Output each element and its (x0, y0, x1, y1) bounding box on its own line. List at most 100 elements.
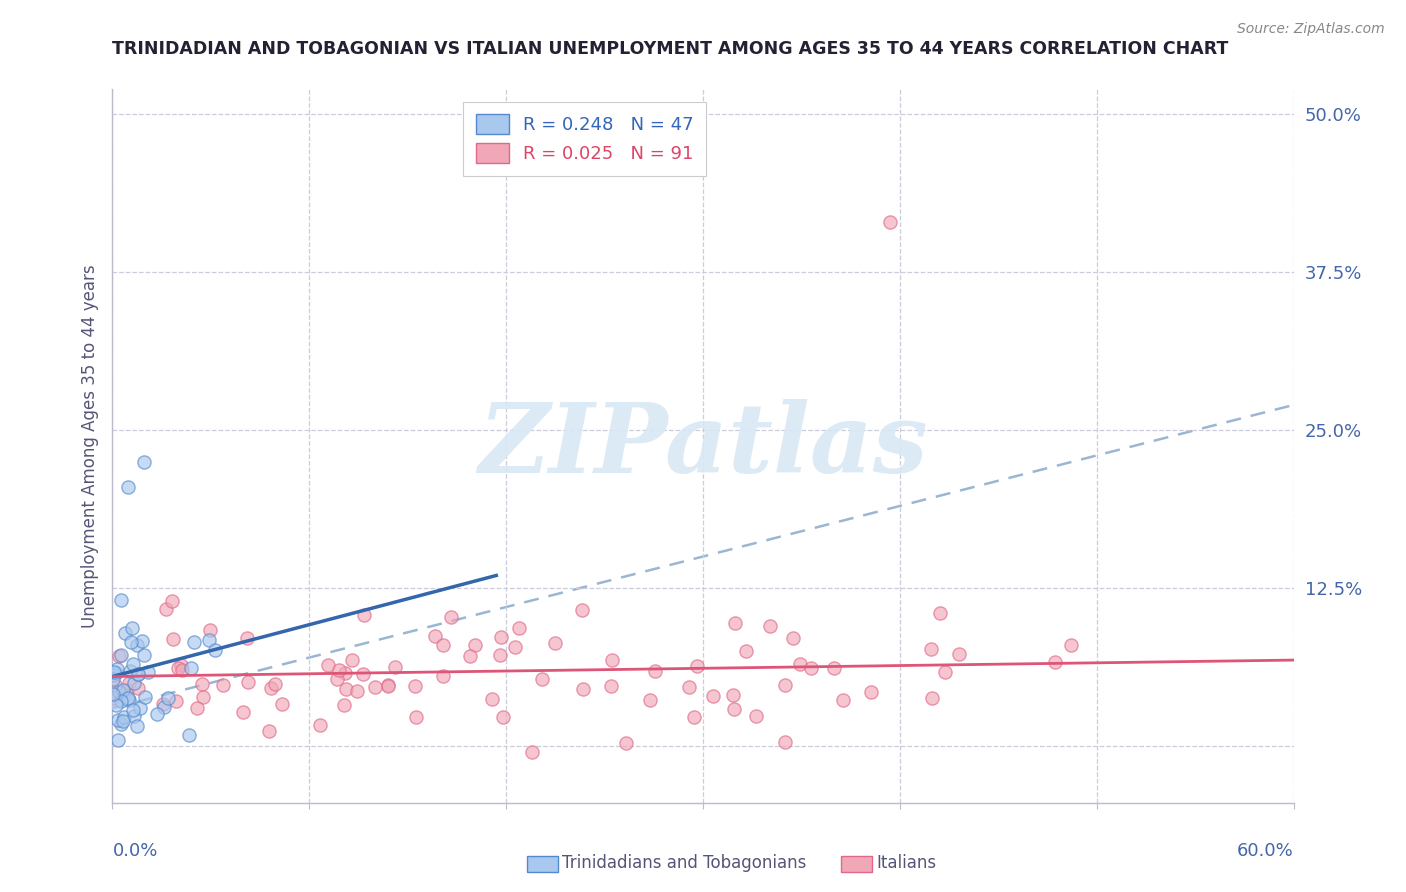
Point (759, 618, 782, 632)
Text: Trinidadians and Tobagonians: Trinidadians and Tobagonians (562, 855, 807, 872)
Point (132, 648, 155, 663)
Point (127, 719, 149, 733)
Point (678, 680, 700, 694)
Point (489, 630, 512, 644)
Point (186, 700, 208, 714)
Point (110, 593, 132, 607)
Point (132, 455, 155, 469)
Point (104, 698, 127, 712)
Point (170, 663, 193, 677)
Point (110, 648, 132, 663)
Point (377, 678, 399, 692)
Point (131, 634, 153, 648)
Point (264, 677, 287, 691)
Point (101, 668, 124, 682)
Point (734, 644, 756, 658)
Text: ZIPatlas: ZIPatlas (478, 399, 928, 493)
Point (104, 678, 127, 692)
Point (127, 666, 149, 681)
Point (352, 667, 374, 681)
Point (193, 690, 215, 704)
Point (107, 662, 129, 676)
Text: Italians: Italians (876, 855, 936, 872)
Y-axis label: Unemployment Among Ages 35 to 44 years: Unemployment Among Ages 35 to 44 years (80, 264, 98, 628)
Point (600, 653, 623, 667)
Point (335, 681, 357, 696)
Point (183, 635, 205, 649)
Point (155, 602, 177, 616)
Point (377, 679, 399, 693)
Point (644, 664, 666, 678)
Text: 60.0%: 60.0% (1237, 842, 1294, 860)
Point (112, 683, 135, 698)
Point (948, 647, 970, 661)
Point (823, 660, 845, 674)
Point (259, 681, 281, 696)
Point (492, 710, 515, 724)
Point (104, 666, 127, 681)
Point (162, 632, 184, 646)
Point (934, 665, 956, 679)
Point (782, 632, 804, 646)
Point (108, 685, 131, 699)
Point (543, 636, 565, 650)
Point (121, 703, 143, 717)
Point (101, 691, 124, 706)
Point (127, 667, 149, 681)
Point (166, 661, 188, 675)
Point (121, 657, 143, 671)
Point (165, 694, 187, 708)
Point (127, 681, 149, 695)
Point (503, 640, 526, 654)
Point (270, 698, 292, 712)
Point (103, 672, 125, 686)
Point (571, 603, 593, 617)
Point (384, 660, 406, 674)
Point (921, 691, 943, 706)
Point (198, 632, 221, 647)
Point (800, 661, 823, 675)
Point (101, 687, 124, 701)
Point (744, 709, 766, 723)
Point (405, 710, 427, 724)
Point (204, 643, 226, 657)
Point (789, 657, 811, 672)
Text: TRINIDADIAN AND TOBAGONIAN VS ITALIAN UNEMPLOYMENT AMONG AGES 35 TO 44 YEARS COR: TRINIDADIAN AND TOBAGONIAN VS ITALIAN UN… (112, 40, 1229, 58)
Point (110, 694, 132, 708)
Point (122, 708, 145, 723)
Point (198, 623, 221, 637)
Point (111, 714, 134, 728)
Point (440, 609, 463, 624)
Point (702, 689, 724, 703)
Point (191, 676, 214, 690)
Point (920, 642, 942, 657)
Point (107, 713, 129, 727)
Point (120, 664, 142, 678)
Point (340, 653, 363, 667)
Point (333, 698, 356, 712)
Point (118, 675, 141, 690)
Point (775, 735, 797, 749)
Point (211, 678, 233, 692)
Point (112, 710, 135, 724)
Point (110, 716, 132, 731)
Point (153, 700, 176, 714)
Point (686, 658, 709, 673)
Point (236, 674, 259, 689)
Point (179, 728, 201, 742)
Point (404, 679, 426, 693)
Point (614, 736, 637, 750)
Point (929, 606, 952, 620)
Point (236, 631, 259, 645)
Point (107, 648, 129, 663)
Point (335, 665, 357, 680)
Point (117, 691, 139, 706)
Point (879, 215, 901, 229)
Point (464, 639, 486, 653)
Point (156, 690, 179, 705)
Point (508, 621, 530, 635)
Point (572, 681, 595, 696)
Point (325, 673, 347, 687)
Point (120, 635, 142, 649)
Point (723, 701, 745, 715)
